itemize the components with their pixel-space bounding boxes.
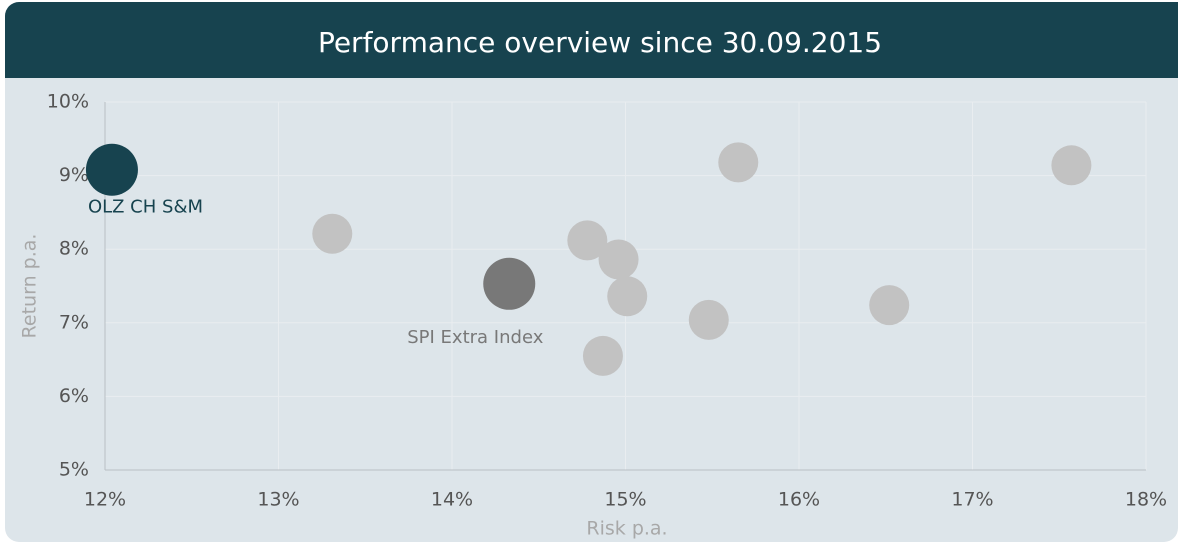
x-tick-label: 13% [257,489,299,511]
scatter-point [598,239,639,280]
x-tick-label: 18% [1125,489,1167,511]
y-tick-label: 8% [59,238,89,260]
x-axis-label: Risk p.a. [586,518,667,540]
scatter-point [85,143,138,196]
point-label: OLZ CH S&M [88,197,203,218]
scatter-point [1051,145,1092,186]
plot-background [5,2,1178,542]
chart-title: Performance overview since 30.09.2015 [318,26,882,59]
x-tick-label: 16% [778,489,820,511]
header [5,2,1178,78]
scatter-point [607,276,648,317]
x-tick-label: 15% [604,489,646,511]
y-tick-label: 10% [47,91,89,113]
scatter-point [869,285,910,326]
scatter-point [582,335,623,376]
y-tick-label: 6% [59,385,89,407]
scatter-point [312,213,353,254]
scatter-point [567,220,608,261]
x-tick-label: 17% [951,489,993,511]
scatter-point [718,142,759,183]
scatter-point [688,299,729,340]
y-tick-label: 5% [59,459,89,481]
scatter-point [483,257,536,310]
y-tick-label: 7% [59,311,89,333]
x-tick-label: 14% [431,489,473,511]
y-axis-label: Return p.a. [19,234,41,339]
x-tick-label: 12% [84,489,126,511]
y-tick-label: 9% [59,164,89,186]
point-label: SPI Extra Index [407,327,543,348]
